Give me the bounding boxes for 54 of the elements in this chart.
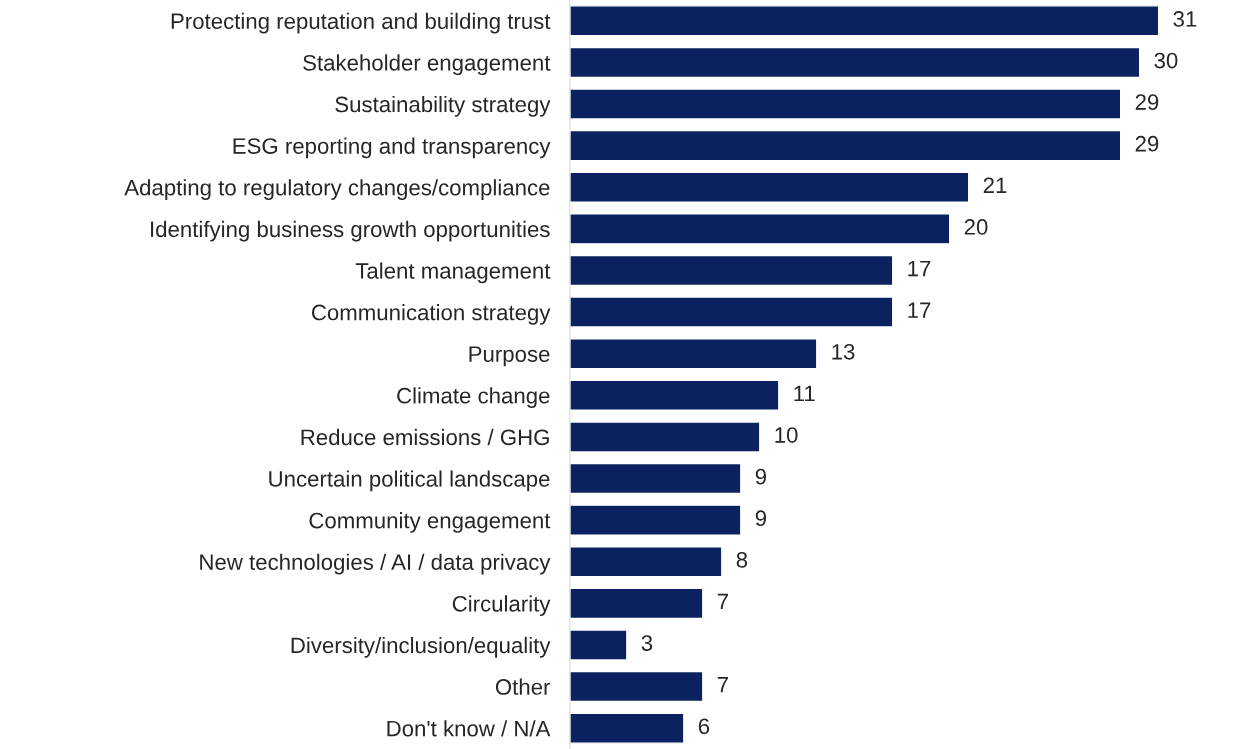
data-label: 29 <box>1135 94 1159 110</box>
bar <box>569 587 704 620</box>
bar <box>569 254 894 287</box>
data-label: 6 <box>698 718 710 735</box>
bar <box>569 421 761 453</box>
y-tick-label: Purpose <box>469 346 550 367</box>
data-label: 30 <box>1154 52 1178 69</box>
bar <box>569 129 1122 162</box>
data-label: 8 <box>736 551 748 568</box>
bar <box>569 462 742 495</box>
y-tick-label: Other <box>495 678 551 695</box>
data-label: 17 <box>908 302 931 318</box>
data-label: 11 <box>794 385 815 402</box>
bar <box>569 670 704 703</box>
data-label: 3 <box>641 635 653 651</box>
bar <box>569 171 970 203</box>
data-label: 31 <box>1173 11 1197 27</box>
y-tick-label: Protecting reputation and building trust <box>171 12 551 34</box>
bar <box>569 546 723 578</box>
y-tick-label: Stakeholder engagement <box>303 54 551 76</box>
data-label: 20 <box>964 219 988 235</box>
data-label: 9 <box>755 468 767 485</box>
bar <box>569 379 780 411</box>
bar <box>569 504 742 536</box>
y-tick-label: Talent management <box>355 262 551 284</box>
data-label: 21 <box>983 177 1007 193</box>
y-tick-label: Diversity/inclusion/equality <box>291 636 551 658</box>
y-tick-label: Circularity <box>452 595 551 617</box>
y-tick-label: ESG reporting and transparency <box>233 137 551 159</box>
data-label: 7 <box>717 677 728 693</box>
data-label: 7 <box>717 593 728 610</box>
bar <box>569 88 1122 120</box>
bar <box>569 5 1160 37</box>
y-tick-label: Community engagement <box>309 512 551 533</box>
y-tick-label: Climate change <box>397 387 550 408</box>
bar <box>569 629 628 661</box>
data-label: 13 <box>832 343 855 360</box>
y-tick-label: Sustainability strategy <box>335 95 551 117</box>
bar <box>569 338 818 370</box>
bar <box>569 296 894 328</box>
y-tick-label: Don't know / N/A <box>387 720 551 737</box>
bar <box>569 213 951 245</box>
data-label: 17 <box>908 260 931 277</box>
y-tick-label: Communication strategy <box>311 304 551 325</box>
y-tick-label: Identifying business growth opportunities <box>151 220 550 242</box>
data-label: 10 <box>775 427 798 443</box>
y-tick-label: Uncertain political landscape <box>269 470 550 492</box>
data-label: 9 <box>755 510 767 527</box>
data-label: 29 <box>1135 135 1159 152</box>
y-tick-label: Reduce emissions / GHG <box>301 428 549 446</box>
y-tick-label: Adapting to regulatory changes/compliance <box>124 179 550 200</box>
y-tick-label: New technologies / AI / data privacy <box>200 553 551 575</box>
bar <box>569 712 685 744</box>
bar <box>569 46 1141 79</box>
